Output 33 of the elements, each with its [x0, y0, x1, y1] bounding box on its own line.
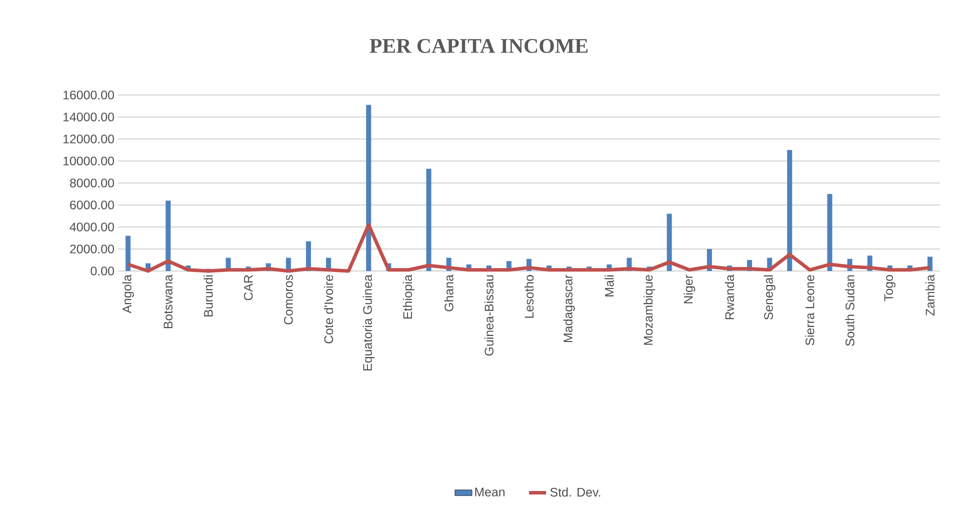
- legend-label: Mean: [475, 488, 504, 496]
- x-tick-label: Togo: [884, 275, 896, 302]
- x-tick-label: Zambia: [925, 274, 935, 316]
- x-tick-label: Senegal: [764, 275, 776, 320]
- x-tick-label: Niger: [684, 274, 696, 304]
- y-tick-label: 12000.00: [64, 134, 114, 144]
- x-tick-label: Burundi: [204, 275, 213, 316]
- x-tick-label: Comoros: [284, 274, 293, 324]
- y-tick-label: 10000.00: [64, 156, 114, 166]
- y-tick-label: 2000.00: [70, 244, 114, 254]
- x-tick-label: South Sudan: [845, 275, 854, 346]
- x-tick-label: Mozambique: [643, 275, 656, 345]
- x-tick-label: Mali: [604, 275, 614, 296]
- y-tick-label: 6000.00: [70, 200, 114, 210]
- x-tick-label: Guinea-Bissau: [484, 275, 494, 356]
- x-tick-label: Rwanda: [724, 274, 734, 320]
- y-tick-label: 0.00: [90, 266, 114, 276]
- x-tick-label: Lesotho: [524, 275, 534, 318]
- x-tick-label: Equatoria Guinea: [362, 274, 374, 370]
- y-tick-label: 16000.00: [64, 90, 114, 100]
- y-tick-label: 4000.00: [70, 222, 114, 232]
- x-tick-label: Botswana: [164, 274, 172, 328]
- chart-title: PER CAPITA INCOME: [370, 38, 588, 54]
- x-tick-label: Angola: [122, 274, 134, 314]
- x-tick-label: Cote d'Ivoire: [324, 275, 334, 344]
- x-tick-label: Ethiopia: [402, 274, 415, 318]
- x-tick-label: Madagascar: [563, 274, 575, 342]
- x-tick-label: Ghana: [444, 274, 454, 312]
- legend-label: Std. Dev.: [550, 487, 600, 497]
- y-tick-label: 14000.00: [64, 112, 114, 122]
- x-tick-label: Sierra Leone: [805, 275, 814, 346]
- x-tick-label: CAR: [244, 275, 253, 300]
- y-tick-label: 8000.00: [70, 178, 114, 188]
